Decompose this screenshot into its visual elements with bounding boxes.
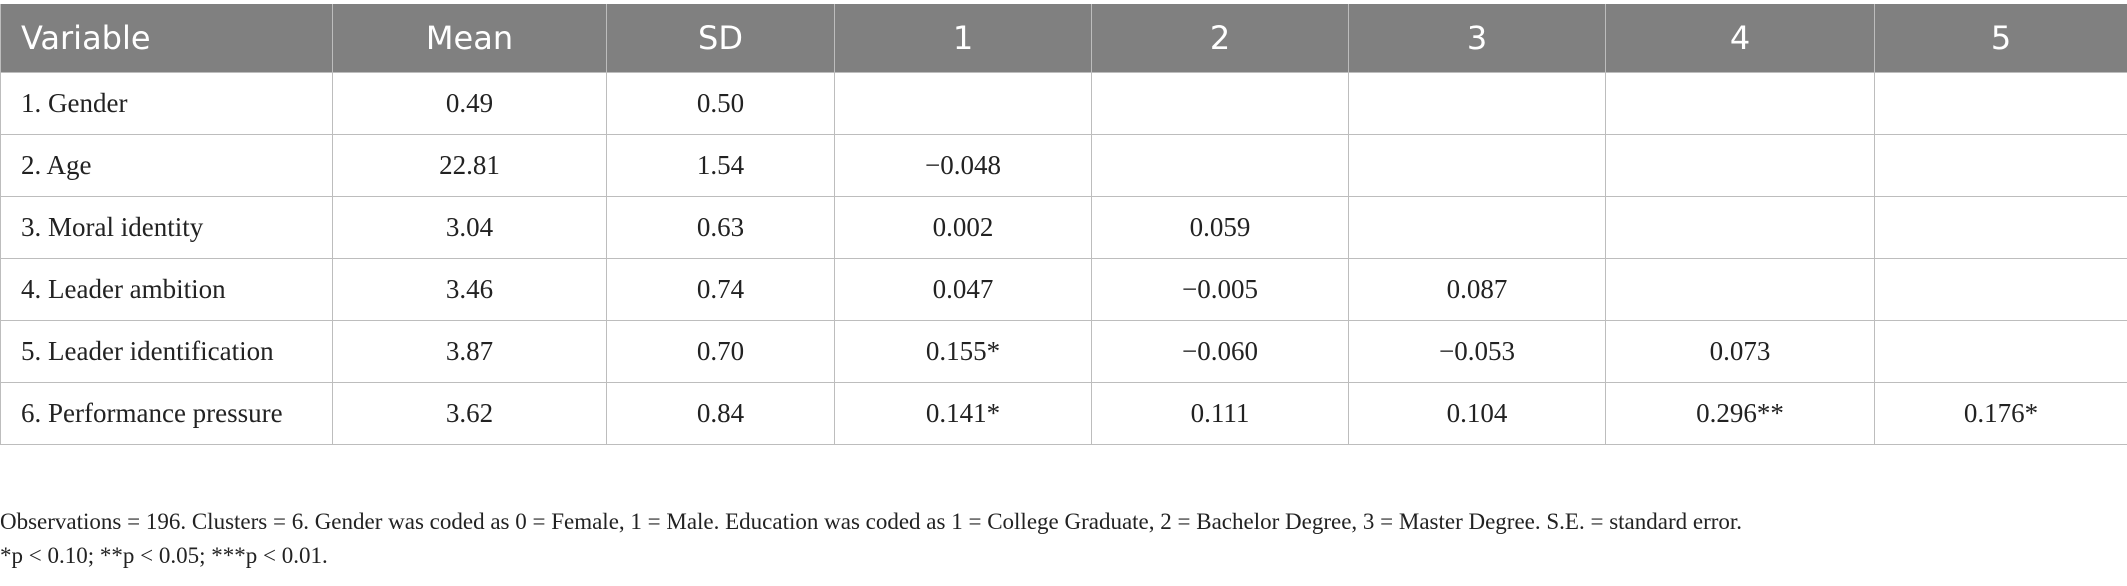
- corr-cell: 0.104: [1348, 382, 1606, 445]
- sd-cell: 1.54: [606, 134, 835, 197]
- variable-name: 6. Performance pressure: [0, 382, 333, 445]
- mean-cell: 3.04: [332, 196, 607, 259]
- corr-cell: −0.060: [1091, 320, 1349, 383]
- header-col-5: 5: [1874, 4, 2127, 73]
- header-sd: SD: [606, 4, 835, 73]
- corr-cell: 0.141*: [834, 382, 1092, 445]
- table-row: 1. Gender 0.49 0.50: [0, 72, 2127, 135]
- corr-cell: [1874, 320, 2127, 383]
- sd-cell: 0.70: [606, 320, 835, 383]
- table-row: 5. Leader identification 3.87 0.70 0.155…: [0, 320, 2127, 383]
- corr-cell: [1605, 196, 1875, 259]
- header-col-1: 1: [834, 4, 1092, 73]
- corr-cell: [1091, 72, 1349, 135]
- header-mean: Mean: [332, 4, 607, 73]
- corr-cell: −0.048: [834, 134, 1092, 197]
- corr-cell: 0.087: [1348, 258, 1606, 321]
- corr-cell: [1348, 134, 1606, 197]
- variable-name: 1. Gender: [0, 72, 333, 135]
- header-variable: Variable: [0, 4, 333, 73]
- mean-cell: 0.49: [332, 72, 607, 135]
- header-col-4: 4: [1605, 4, 1875, 73]
- corr-cell: [1874, 258, 2127, 321]
- corr-cell: [1348, 72, 1606, 135]
- corr-cell: 0.111: [1091, 382, 1349, 445]
- correlation-table: Variable Mean SD 1 2 3 4 5 1. Gender 0.4…: [0, 4, 2127, 445]
- corr-cell: [1874, 134, 2127, 197]
- mean-cell: 3.46: [332, 258, 607, 321]
- corr-cell: [1874, 196, 2127, 259]
- table-row: 6. Performance pressure 3.62 0.84 0.141*…: [0, 382, 2127, 445]
- variable-name: 2. Age: [0, 134, 333, 197]
- corr-cell: [1605, 134, 1875, 197]
- corr-cell: 0.002: [834, 196, 1092, 259]
- variable-name: 4. Leader ambition: [0, 258, 333, 321]
- sd-cell: 0.50: [606, 72, 835, 135]
- corr-cell: 0.059: [1091, 196, 1349, 259]
- corr-cell: 0.047: [834, 258, 1092, 321]
- corr-cell: [1874, 72, 2127, 135]
- corr-cell: 0.176*: [1874, 382, 2127, 445]
- sd-cell: 0.74: [606, 258, 835, 321]
- corr-cell: [834, 72, 1092, 135]
- table-row: 4. Leader ambition 3.46 0.74 0.047 −0.00…: [0, 258, 2127, 321]
- table-notes: Observations = 196. Clusters = 6. Gender…: [0, 505, 2127, 573]
- variable-name: 5. Leader identification: [0, 320, 333, 383]
- mean-cell: 22.81: [332, 134, 607, 197]
- sd-cell: 0.84: [606, 382, 835, 445]
- corr-cell: [1348, 196, 1606, 259]
- mean-cell: 3.62: [332, 382, 607, 445]
- header-col-3: 3: [1348, 4, 1606, 73]
- corr-cell: [1605, 258, 1875, 321]
- corr-cell: −0.005: [1091, 258, 1349, 321]
- table-header-row: Variable Mean SD 1 2 3 4 5: [0, 4, 2127, 73]
- header-col-2: 2: [1091, 4, 1349, 73]
- corr-cell: 0.073: [1605, 320, 1875, 383]
- corr-cell: 0.296**: [1605, 382, 1875, 445]
- notes-line-2: *p < 0.10; **p < 0.05; ***p < 0.01.: [0, 543, 328, 568]
- variable-name: 3. Moral identity: [0, 196, 333, 259]
- sd-cell: 0.63: [606, 196, 835, 259]
- corr-cell: [1605, 72, 1875, 135]
- table-row: 3. Moral identity 3.04 0.63 0.002 0.059: [0, 196, 2127, 259]
- table-row: 2. Age 22.81 1.54 −0.048: [0, 134, 2127, 197]
- mean-cell: 3.87: [332, 320, 607, 383]
- corr-cell: 0.155*: [834, 320, 1092, 383]
- corr-cell: −0.053: [1348, 320, 1606, 383]
- corr-cell: [1091, 134, 1349, 197]
- notes-line-1: Observations = 196. Clusters = 6. Gender…: [0, 509, 1743, 534]
